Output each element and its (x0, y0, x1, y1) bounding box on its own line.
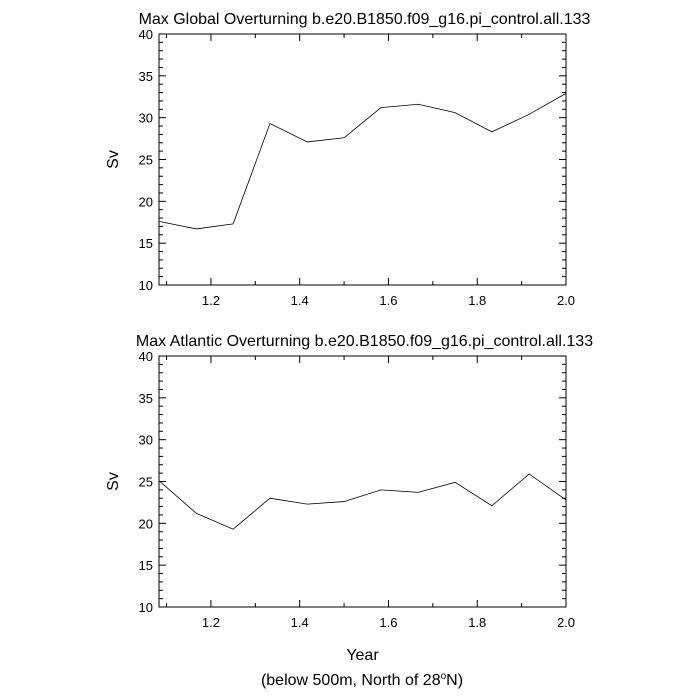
chart-title: Max Atlantic Overturning b.e20.B1850.f09… (136, 333, 593, 350)
y-tick-label: 35 (139, 69, 153, 84)
global-overturning-panel: Max Global Overturning b.e20.B1850.f09_g… (105, 11, 591, 308)
atlantic-overturning-panel: Max Atlantic Overturning b.e20.B1850.f09… (105, 333, 593, 664)
x-tick-label: 1.6 (379, 293, 397, 308)
x-tick-label: 1.2 (202, 615, 220, 630)
y-tick-label: 30 (139, 111, 153, 126)
plot-frame (158, 33, 567, 286)
y-tick-label: 20 (139, 194, 153, 209)
y-tick-label: 30 (139, 433, 153, 448)
y-tick-label: 25 (139, 475, 153, 490)
x-tick-label: 1.8 (468, 615, 486, 630)
x-tick-label: 1.4 (291, 293, 309, 308)
y-tick-label: 20 (139, 516, 153, 531)
series-line (158, 93, 567, 230)
y-tick-label: 40 (139, 349, 153, 364)
plot-frame (158, 355, 567, 608)
y-axis-label: Sv (105, 472, 122, 491)
x-tick-label: 2.0 (557, 293, 575, 308)
y-tick-label: 15 (139, 558, 153, 573)
x-tick-label: 1.8 (468, 293, 486, 308)
x-tick-label: 2.0 (557, 615, 575, 630)
y-tick-label: 10 (139, 600, 153, 615)
y-tick-label: 15 (139, 236, 153, 251)
y-axis-label: Sv (105, 150, 122, 169)
y-tick-label: 40 (139, 27, 153, 42)
y-tick-label: 35 (139, 391, 153, 406)
footnote: (below 500m, North of 28oN) (261, 671, 463, 689)
chart-title: Max Global Overturning b.e20.B1850.f09_g… (139, 11, 591, 28)
x-tick-label: 1.4 (291, 615, 309, 630)
x-axis-label: Year (346, 647, 379, 664)
y-tick-label: 25 (139, 153, 153, 168)
x-tick-label: 1.2 (202, 293, 220, 308)
x-tick-label: 1.6 (379, 615, 397, 630)
series-line (158, 473, 567, 530)
y-tick-label: 10 (139, 278, 153, 293)
